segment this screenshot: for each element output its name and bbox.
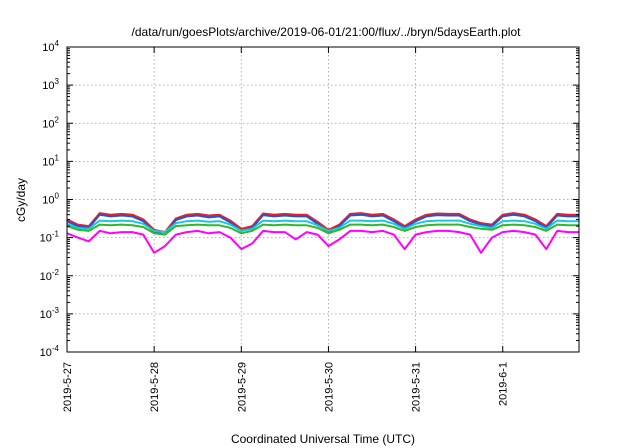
ticks — [66, 46, 579, 353]
x-axis-label: Coordinated Universal Time (UTC) — [231, 432, 415, 446]
y-axis-label: cGy/day — [14, 178, 28, 222]
y-tick-label: 10-4 — [40, 344, 60, 359]
x-tick-label: 2019-5-31 — [411, 362, 423, 412]
x-tick-label: 2019-5-27 — [62, 362, 74, 412]
x-tick-label: 2019-5-29 — [236, 362, 248, 412]
series-line-4 — [66, 223, 579, 236]
series-line-1 — [66, 212, 579, 234]
x-tick-label: 2019-5-28 — [149, 362, 161, 412]
y-tick-label: 10-2 — [40, 268, 60, 283]
y-tick-label: 100 — [42, 192, 59, 207]
y-tick-label: 101 — [42, 153, 59, 168]
x-tick-labels: 2019-5-27 2019-5-28 2019-5-29 2019-5-30 2019… — [62, 362, 510, 412]
chart-title: /data/run/goesPlots/archive/2019-06-01/2… — [132, 25, 522, 39]
series-lines — [66, 212, 579, 254]
y-tick-label: 103 — [42, 77, 59, 92]
series-line-3 — [66, 219, 579, 234]
x-tick-label: 2019-6-1 — [498, 362, 510, 406]
y-tick-label: 10-3 — [40, 306, 60, 321]
y-tick-label: 104 — [42, 39, 59, 54]
y-tick-label: 10-1 — [40, 230, 60, 245]
grid — [66, 47, 579, 352]
x-tick-label: 2019-5-30 — [323, 362, 335, 412]
y-tick-labels: 10-4 10-3 10-2 10-1 100 101 102 103 104 — [40, 39, 60, 359]
y-tick-label: 102 — [42, 115, 59, 130]
series-line-5 — [66, 229, 579, 254]
